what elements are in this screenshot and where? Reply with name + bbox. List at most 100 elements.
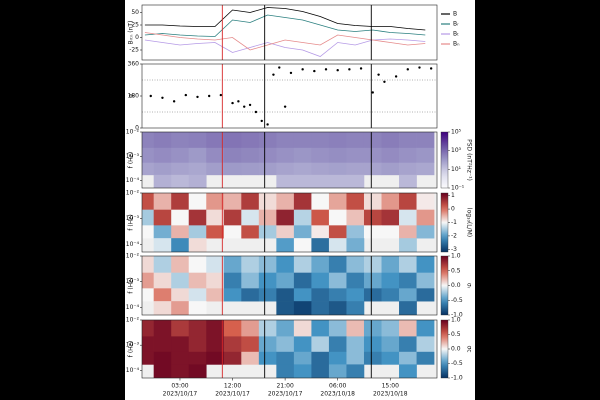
scatter-point (266, 123, 269, 126)
y-axis-label: f (Hz) (128, 277, 135, 293)
heatmap-cell (311, 132, 330, 149)
heatmap-cell (153, 320, 172, 337)
heatmap-cell (153, 209, 172, 226)
heatmap-cell (188, 225, 207, 239)
heatmap-cell (346, 209, 365, 226)
heatmap-cell (142, 256, 154, 273)
heatmap-cell (293, 288, 312, 302)
scatter-point (237, 100, 240, 103)
heatmap-cell (223, 272, 242, 289)
heatmap-cell (206, 193, 225, 210)
heatmap-cell (328, 351, 347, 365)
heatmap-cell (206, 272, 225, 289)
colorbar-label: σᵣ (466, 283, 473, 289)
heatmap-cell (153, 225, 172, 239)
y-tick-label: 50 (131, 9, 139, 16)
heatmap-cell (171, 256, 190, 273)
heatmap-cell (153, 364, 172, 378)
heatmap-cell (241, 320, 260, 337)
scatter-point (272, 73, 275, 76)
heatmap-cell (293, 132, 312, 149)
heatmap-cell (416, 162, 435, 176)
heatmap-cell (188, 272, 207, 289)
heatmap-cell (293, 238, 312, 252)
heatmap-cell (381, 193, 400, 210)
heatmap-cell (416, 209, 435, 226)
heatmap-cell (346, 301, 365, 315)
heatmap-cell (363, 147, 382, 163)
heatmap-cell (328, 225, 347, 239)
heatmap-cell (258, 147, 277, 163)
heatmap-cell (276, 301, 295, 315)
heatmap-cell (142, 272, 154, 289)
heatmap-cell (416, 288, 435, 302)
scatter-point (172, 100, 176, 103)
heatmap-cell (363, 351, 382, 365)
heatmap-cell (142, 336, 154, 353)
scatter-point (324, 68, 328, 71)
heatmap-cell (416, 132, 435, 149)
y-tick-label: 10⁻² (126, 253, 140, 260)
y-tick-label: 0 (135, 125, 139, 132)
colorbar-label: PSD (nT²Hz⁻¹) (466, 139, 473, 181)
x-tick-label: 2023/10/18 (373, 391, 408, 398)
heatmap-cell (293, 174, 312, 188)
heatmap-cell (258, 209, 277, 226)
heatmap-cell (171, 193, 190, 210)
heatmap-cell (293, 351, 312, 365)
heatmap-cell (171, 301, 190, 315)
heatmap-cell (399, 209, 417, 226)
x-tick-label: 2023/10/17 (163, 391, 198, 398)
scatter-point (254, 110, 258, 114)
plot-frame (141, 63, 438, 129)
plot-area (144, 5, 426, 60)
heatmap-cell (188, 193, 207, 210)
heatmap-cell (311, 272, 330, 289)
scatter-point (336, 69, 339, 72)
heatmap-cell (416, 147, 435, 163)
heatmap-cell (328, 209, 347, 226)
heatmap-cell (188, 301, 207, 315)
heatmap-cell (241, 209, 260, 226)
heatmap-cell (276, 162, 295, 176)
y-tick-label: 10⁻³ (126, 278, 140, 285)
heatmap-cell (293, 272, 312, 289)
colorbar-tick-label: -1.0 (451, 375, 463, 382)
scatter-point (371, 91, 374, 94)
heatmap-cell (363, 132, 382, 149)
heatmap-cell (399, 147, 417, 163)
series-line (144, 7, 426, 31)
heatmap-cell (206, 225, 225, 239)
heatmap-cell (171, 288, 190, 302)
heatmap-cell (328, 336, 347, 353)
heatmap-cell (311, 364, 330, 378)
heatmap-cell (276, 225, 295, 239)
heatmap-cell (258, 162, 277, 176)
heatmap-cell (293, 320, 312, 337)
colorbar-tick-label: 0.0 (451, 282, 461, 289)
heatmap-cell (223, 336, 242, 353)
heatmap-cell (399, 238, 417, 252)
x-tick-label: 2023/10/17 (268, 391, 303, 398)
heatmap-cell (142, 209, 154, 226)
colorbar-tick-label: 1.0 (451, 253, 461, 260)
heatmap-cell (381, 272, 400, 289)
heatmap-cell (399, 336, 417, 353)
heatmap-cell (153, 336, 172, 353)
series-line (144, 32, 426, 51)
colorbar-tick-label: 0.5 (451, 331, 461, 338)
heatmap-cell (188, 320, 207, 337)
heatmap-cell (153, 272, 172, 289)
heatmap-cell (416, 225, 435, 239)
scatter-point (359, 67, 363, 70)
heatmap-cell (399, 272, 417, 289)
heatmap-cell (416, 193, 435, 210)
heatmap-cell (381, 147, 400, 163)
series-line (144, 14, 426, 37)
heatmap-cell (328, 147, 347, 163)
y-tick-label: 10⁻³ (126, 153, 140, 160)
x-tick-label: 03:00 (171, 383, 188, 390)
heatmap-cell (399, 320, 417, 337)
scatter-point (278, 66, 281, 69)
heatmap-cell (223, 147, 242, 163)
